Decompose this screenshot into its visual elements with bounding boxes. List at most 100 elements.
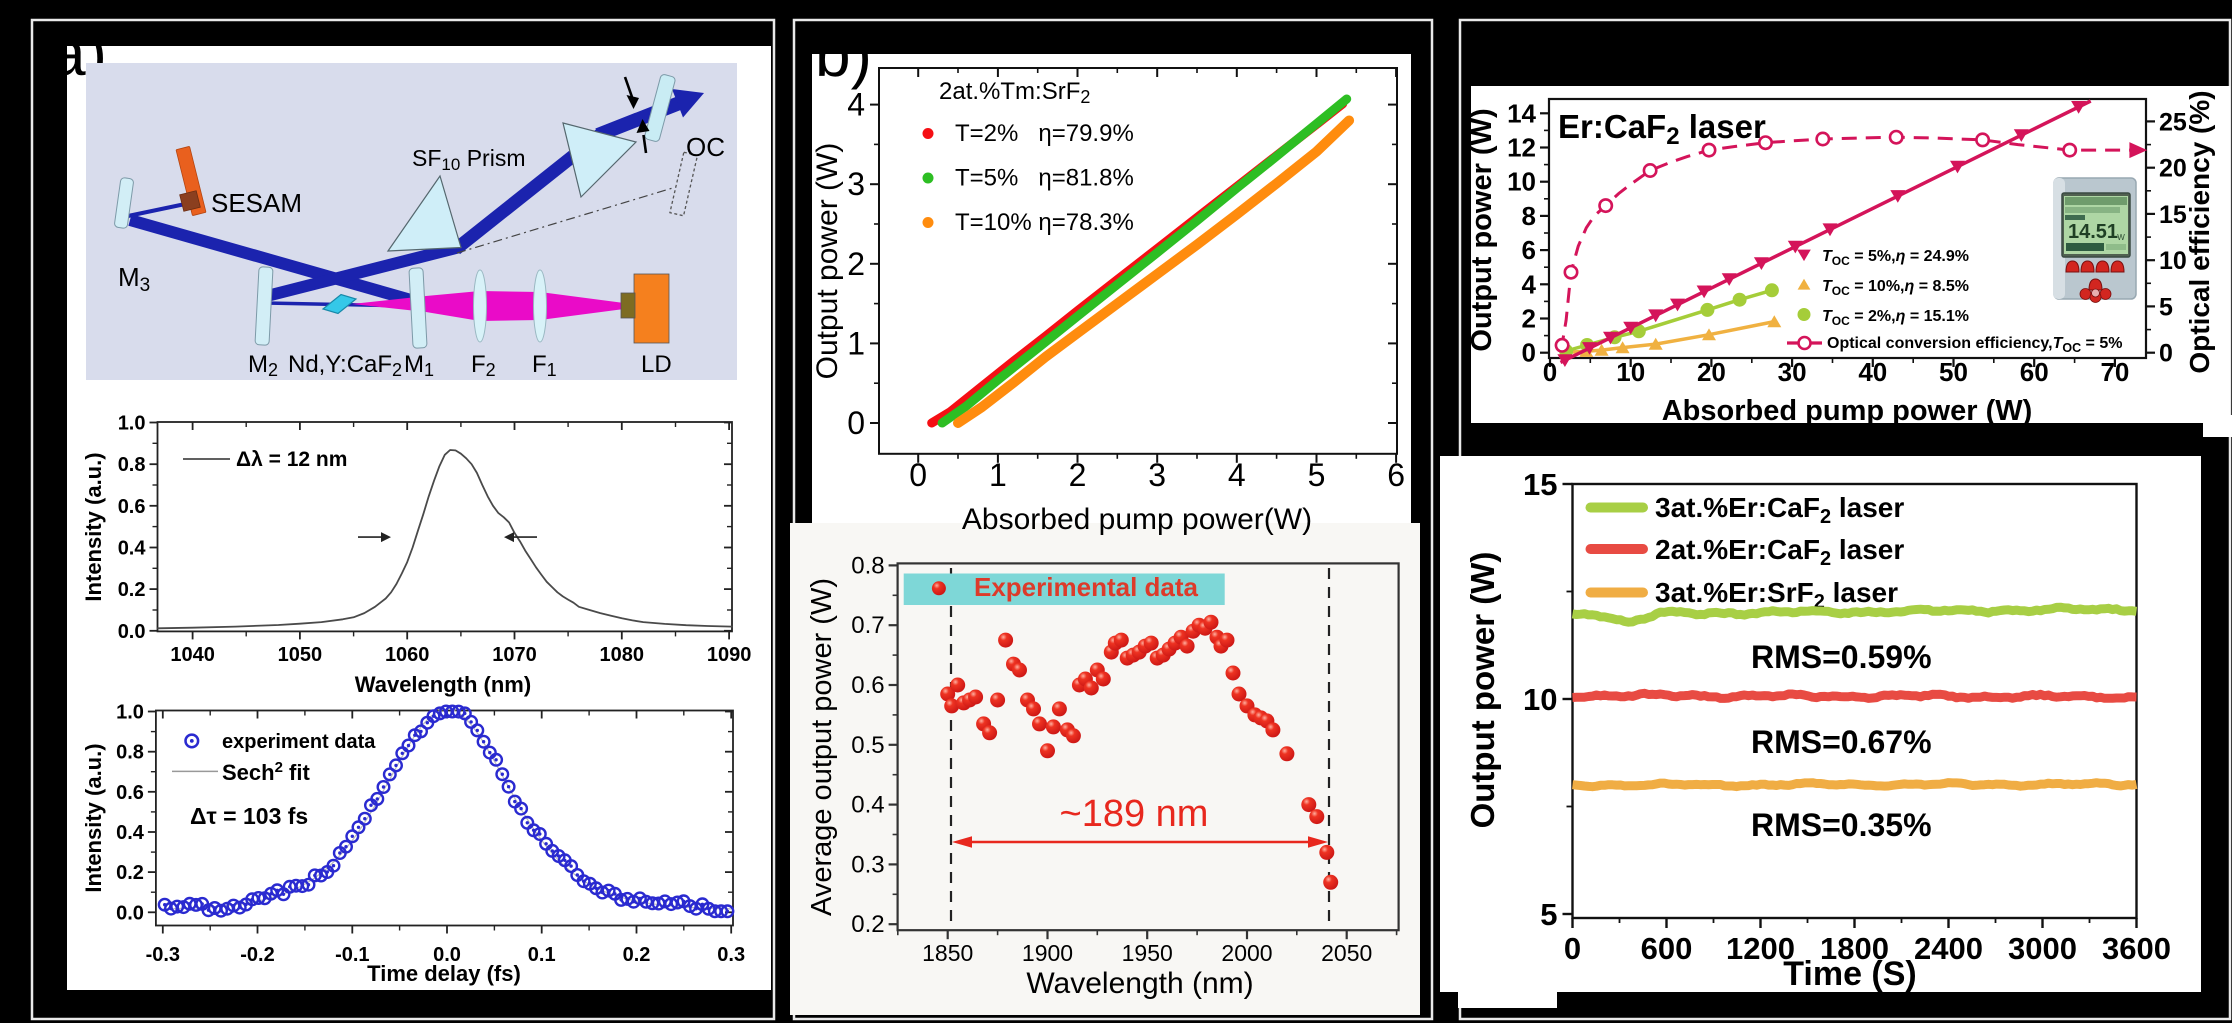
svg-text:Δτ = 103 fs: Δτ = 103 fs (190, 803, 308, 829)
svg-text:RMS=0.59%: RMS=0.59% (1751, 639, 1932, 675)
svg-text:LD: LD (641, 351, 672, 378)
svg-text:0.2: 0.2 (851, 911, 884, 938)
svg-text:2050: 2050 (1321, 940, 1372, 966)
svg-text:3600: 3600 (2102, 931, 2171, 966)
svg-text:1040: 1040 (170, 644, 215, 666)
svg-text:10: 10 (2159, 247, 2187, 275)
svg-text:15: 15 (2159, 201, 2187, 229)
svg-text:0.0: 0.0 (116, 902, 144, 924)
svg-text:0.3: 0.3 (717, 944, 745, 966)
svg-text:-0.3: -0.3 (146, 944, 180, 966)
svg-text:TOC = 5%,η = 24.9%: TOC = 5%,η = 24.9% (1822, 248, 1969, 268)
svg-text:3: 3 (1148, 457, 1166, 493)
svg-text:2: 2 (1069, 457, 1087, 493)
svg-text:SESAM: SESAM (211, 188, 302, 218)
svg-text:TOC = 2%,η = 15.1%: TOC = 2%,η = 15.1% (1822, 308, 1969, 328)
svg-text:RMS=0.67%: RMS=0.67% (1751, 724, 1932, 760)
svg-text:Optical efficiency (%): Optical efficiency (%) (2184, 90, 2215, 373)
svg-text:0: 0 (1522, 338, 1536, 368)
svg-text:2000: 2000 (1221, 940, 1272, 966)
svg-text:2400: 2400 (1914, 931, 1983, 966)
svg-text:0.8: 0.8 (851, 552, 884, 579)
svg-text:~189 nm: ~189 nm (1060, 793, 1209, 835)
svg-text:1080: 1080 (600, 644, 645, 666)
svg-text:4: 4 (1228, 457, 1246, 493)
svg-text:20: 20 (2159, 155, 2187, 183)
svg-text:Wavelength (nm): Wavelength (nm) (355, 672, 531, 697)
svg-text:1800: 1800 (1820, 931, 1889, 966)
svg-text:4: 4 (1522, 269, 1537, 299)
svg-text:0.2: 0.2 (116, 862, 144, 884)
svg-text:T=10% η=78.3%: T=10% η=78.3% (955, 209, 1134, 236)
svg-text:1950: 1950 (1122, 940, 1173, 966)
svg-text:0.0: 0.0 (433, 944, 461, 966)
svg-text:Nd,Y:CaF2: Nd,Y:CaF2 (288, 351, 402, 380)
svg-text:0.2: 0.2 (623, 944, 651, 966)
svg-text:0.4: 0.4 (116, 822, 145, 844)
svg-text:2at.%Er:CaF2 laser: 2at.%Er:CaF2 laser (1655, 534, 1904, 570)
svg-text:Wavelength (nm): Wavelength (nm) (1026, 967, 1253, 1000)
svg-text:6: 6 (1522, 235, 1536, 265)
svg-text:OC: OC (686, 132, 725, 162)
svg-text:0.3: 0.3 (851, 851, 884, 878)
svg-text:0.5: 0.5 (851, 732, 884, 759)
svg-text:1.0: 1.0 (116, 702, 144, 724)
svg-text:Intensity (a.u.): Intensity (a.u.) (81, 743, 106, 892)
svg-text:1: 1 (847, 325, 865, 361)
svg-text:0.8: 0.8 (116, 742, 144, 764)
svg-text:25: 25 (2159, 108, 2187, 136)
svg-text:Er:CaF2 laser: Er:CaF2 laser (1558, 108, 1766, 150)
svg-text:0.4: 0.4 (118, 538, 147, 560)
svg-text:1900: 1900 (1022, 940, 1073, 966)
svg-text:14: 14 (1507, 98, 1536, 128)
svg-text:3000: 3000 (2008, 931, 2077, 966)
svg-text:5: 5 (1308, 457, 1326, 493)
svg-text:2at.%Tm:SrF2: 2at.%Tm:SrF2 (939, 78, 1090, 107)
svg-text:10: 10 (1616, 357, 1645, 387)
svg-text:RMS=0.35%: RMS=0.35% (1751, 807, 1932, 843)
svg-text:Time (S): Time (S) (1783, 955, 1917, 993)
svg-text:12: 12 (1507, 133, 1536, 163)
svg-text:0: 0 (847, 405, 865, 441)
svg-text:Δλ = 12 nm: Δλ = 12 nm (236, 448, 347, 471)
svg-text:70: 70 (2100, 357, 2129, 387)
svg-text:4: 4 (847, 87, 865, 123)
svg-text:14.51: 14.51 (2068, 221, 2118, 243)
svg-text:W: W (2117, 233, 2125, 242)
svg-text:Experimental data: Experimental data (974, 572, 1199, 602)
svg-text:T=2% η=79.9%: T=2% η=79.9% (955, 120, 1134, 147)
svg-text:Absorbed pump power (W): Absorbed pump power (W) (1662, 395, 2033, 427)
svg-text:Intensity (a.u.): Intensity (a.u.) (81, 452, 106, 601)
svg-text:1850: 1850 (922, 940, 973, 966)
svg-text:8: 8 (1522, 201, 1536, 231)
svg-text:1200: 1200 (1726, 931, 1795, 966)
svg-text:2: 2 (1522, 304, 1536, 334)
svg-text:1090: 1090 (707, 644, 752, 666)
svg-text:Output power (W): Output power (W) (1466, 108, 1498, 351)
svg-text:40: 40 (1858, 357, 1887, 387)
svg-text:2: 2 (847, 246, 865, 282)
svg-text:6: 6 (1387, 457, 1405, 493)
svg-text:1: 1 (989, 457, 1007, 493)
svg-text:Absorbed pump power(W): Absorbed pump power(W) (962, 503, 1312, 536)
svg-text:0.4: 0.4 (851, 792, 884, 819)
svg-text:0.1: 0.1 (528, 944, 556, 966)
svg-text:-0.2: -0.2 (240, 944, 274, 966)
svg-text:experiment data: experiment data (222, 731, 376, 753)
svg-text:0.6: 0.6 (118, 496, 146, 518)
svg-text:1.0: 1.0 (118, 413, 146, 435)
svg-text:Optical conversion efficiency,: Optical conversion efficiency,TOC = 5% (1827, 335, 2122, 355)
svg-text:0.8: 0.8 (118, 454, 146, 476)
svg-text:0: 0 (1543, 357, 1557, 387)
svg-text:0.7: 0.7 (851, 612, 884, 639)
svg-text:0: 0 (2159, 340, 2173, 368)
svg-text:Output power (W): Output power (W) (1464, 552, 1501, 829)
svg-text:3: 3 (847, 166, 865, 202)
svg-text:20: 20 (1697, 357, 1726, 387)
svg-text:1060: 1060 (385, 644, 430, 666)
svg-text:10: 10 (1523, 682, 1557, 717)
svg-text:1050: 1050 (278, 644, 323, 666)
svg-text:Sech2 fit: Sech2 fit (222, 759, 310, 785)
svg-text:Output power (W): Output power (W) (811, 143, 844, 380)
svg-text:5: 5 (2159, 293, 2173, 321)
